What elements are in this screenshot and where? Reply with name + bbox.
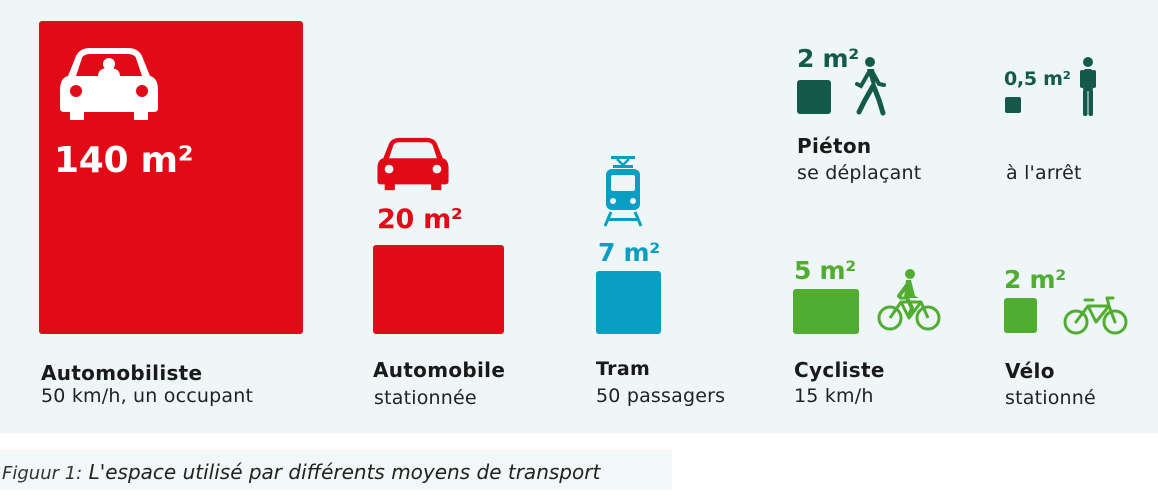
cycliste-label: Cycliste xyxy=(794,358,885,382)
car-icon xyxy=(60,48,158,120)
velo-sublabel: stationné xyxy=(1005,387,1096,409)
car-icon xyxy=(377,137,449,191)
infographic-panel: 140 m² Automobiliste 50 km/h, un occupan… xyxy=(0,0,1158,433)
pieton-area-square xyxy=(797,80,831,114)
figure-caption-label: Figuur 1: xyxy=(2,463,83,484)
figure-caption: Figuur 1: L'espace utilisé par différent… xyxy=(0,450,672,490)
velo-label: Vélo xyxy=(1005,359,1055,383)
automobile-sublabel: stationnée xyxy=(374,387,477,409)
pieton-label: Piéton xyxy=(797,134,872,158)
standing-person-icon xyxy=(1080,57,1096,116)
cycliste-area-square xyxy=(793,289,859,334)
automobiliste-area-value: 140 m² xyxy=(54,140,194,181)
tram-sublabel: 50 passagers xyxy=(596,385,726,407)
tram-label: Tram xyxy=(596,358,651,380)
cycliste-area-value: 5 m² xyxy=(794,256,856,285)
pieton-arret-area-value: 0,5 m² xyxy=(1004,68,1071,90)
tram-icon xyxy=(603,156,643,227)
cycliste-sublabel: 15 km/h xyxy=(794,385,874,407)
pieton-area-value: 2 m² xyxy=(797,44,859,73)
automobile-label: Automobile xyxy=(373,358,506,382)
tram-area-value: 7 m² xyxy=(598,238,660,267)
figure-caption-text: L'espace utilisé par différents moyens d… xyxy=(88,460,601,484)
velo-area-square xyxy=(1004,298,1037,333)
pieton-arret-sublabel: à l'arrêt xyxy=(1006,162,1082,184)
automobile-area-square xyxy=(373,245,504,334)
automobiliste-label: Automobiliste xyxy=(41,361,203,385)
cyclist-icon xyxy=(877,269,941,331)
automobile-area-value: 20 m² xyxy=(377,204,463,235)
bicycle-icon xyxy=(1063,296,1128,335)
tram-area-square xyxy=(596,271,661,334)
walking-person-icon xyxy=(855,57,886,116)
pieton-sublabel: se déplaçant xyxy=(797,162,922,184)
automobiliste-sublabel: 50 km/h, un occupant xyxy=(41,385,254,407)
pieton-arret-area-square xyxy=(1005,97,1021,113)
velo-area-value: 2 m² xyxy=(1004,265,1066,294)
